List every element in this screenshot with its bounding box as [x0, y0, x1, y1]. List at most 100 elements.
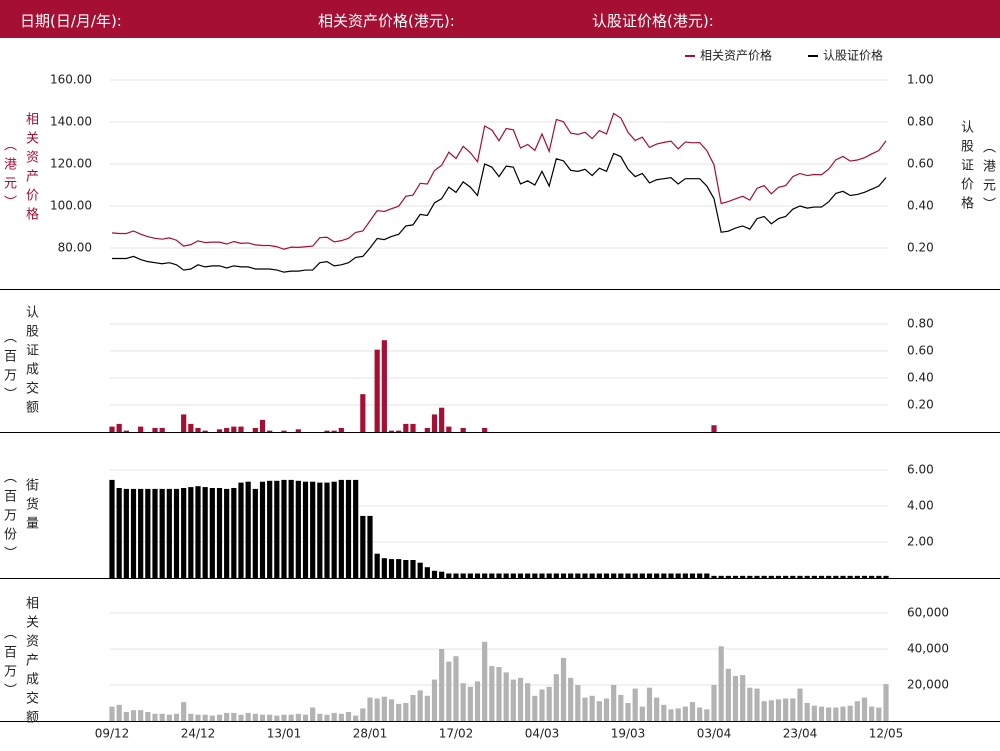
tick-label: 0.60 [907, 157, 934, 171]
bar [826, 707, 832, 721]
bar [603, 698, 610, 721]
bar [854, 701, 860, 721]
bar [517, 677, 524, 721]
bar [259, 481, 266, 578]
bar [446, 661, 452, 721]
bar [797, 575, 803, 578]
bar [439, 571, 445, 578]
bar [439, 649, 445, 721]
bar [317, 482, 323, 578]
tick-label: 0.40 [907, 371, 934, 385]
bar [876, 707, 882, 721]
bar [496, 573, 502, 578]
bar [123, 712, 129, 721]
bar [367, 515, 373, 578]
bar [360, 708, 366, 721]
x-tick-label: 19/03 [611, 727, 646, 741]
bar [302, 714, 309, 721]
bar [181, 414, 187, 432]
bar [711, 685, 717, 721]
bar [833, 707, 839, 721]
bar [252, 427, 258, 432]
bar [267, 430, 273, 432]
bar [632, 688, 638, 721]
x-tick-label: 03/04 [697, 727, 732, 741]
bar [668, 709, 674, 721]
tick-label: 120.00 [50, 157, 92, 171]
bar [790, 698, 796, 721]
tick-label: 2.00 [907, 535, 934, 549]
x-tick-label: 28/01 [353, 727, 388, 741]
bar [453, 573, 459, 578]
bar [775, 575, 782, 578]
tick-label: 160.00 [50, 73, 92, 87]
bar [783, 575, 789, 578]
bar [611, 573, 617, 578]
bar [575, 685, 581, 721]
y-axis-label: 认股证成交额 [23, 305, 38, 419]
bar [331, 430, 337, 432]
bar [675, 573, 681, 578]
x-tick-label: 12/05 [869, 727, 904, 741]
bar [381, 696, 387, 721]
bar [195, 486, 201, 578]
bar [639, 573, 645, 578]
bar [496, 667, 502, 721]
bar [603, 573, 610, 578]
bar [632, 573, 638, 578]
tick-label: 6.00 [907, 463, 934, 477]
bar [267, 714, 273, 721]
bar [188, 423, 194, 432]
y2-axis-label: 认股证价格 [958, 120, 973, 215]
bar [596, 701, 602, 721]
bar [582, 697, 588, 721]
bar [539, 573, 545, 578]
bar [804, 703, 810, 721]
bar [345, 712, 352, 721]
bar [575, 573, 581, 578]
bar [482, 427, 488, 432]
bar [754, 688, 760, 721]
bar [582, 573, 588, 578]
bar [675, 708, 681, 721]
y-axis-unit: （百万） [1, 330, 16, 406]
bar [553, 674, 559, 721]
x-tick-label: 24/12 [181, 727, 216, 741]
tick-label: 4.00 [907, 499, 934, 513]
bar [109, 426, 115, 432]
bar [403, 560, 409, 578]
bar [224, 427, 230, 432]
bar [274, 715, 280, 721]
bar [460, 427, 466, 432]
tick-label: 60,000 [907, 606, 949, 620]
tick-label: 80.00 [58, 241, 92, 255]
bar [697, 573, 703, 578]
bar [145, 488, 151, 578]
tick-label: 140.00 [50, 115, 92, 129]
bar [546, 686, 552, 721]
bar [410, 694, 416, 721]
bar [403, 703, 409, 721]
bar [123, 488, 129, 578]
bar [654, 697, 660, 721]
bar [238, 426, 244, 432]
bar [568, 677, 574, 721]
bar [668, 573, 674, 578]
bar [188, 713, 194, 721]
bar [417, 562, 423, 578]
bar [145, 712, 151, 721]
bar [446, 573, 452, 578]
bar [310, 481, 316, 578]
bar [116, 704, 122, 721]
bar [639, 706, 645, 721]
series-line [111, 112, 887, 250]
bar [661, 573, 667, 578]
tick-label: 0.60 [907, 344, 934, 358]
tick-label: 40,000 [907, 642, 949, 656]
bar [188, 487, 194, 578]
bar [331, 481, 337, 578]
bar [388, 699, 395, 721]
bar [553, 573, 559, 578]
bar [252, 713, 258, 721]
bar [596, 573, 602, 578]
